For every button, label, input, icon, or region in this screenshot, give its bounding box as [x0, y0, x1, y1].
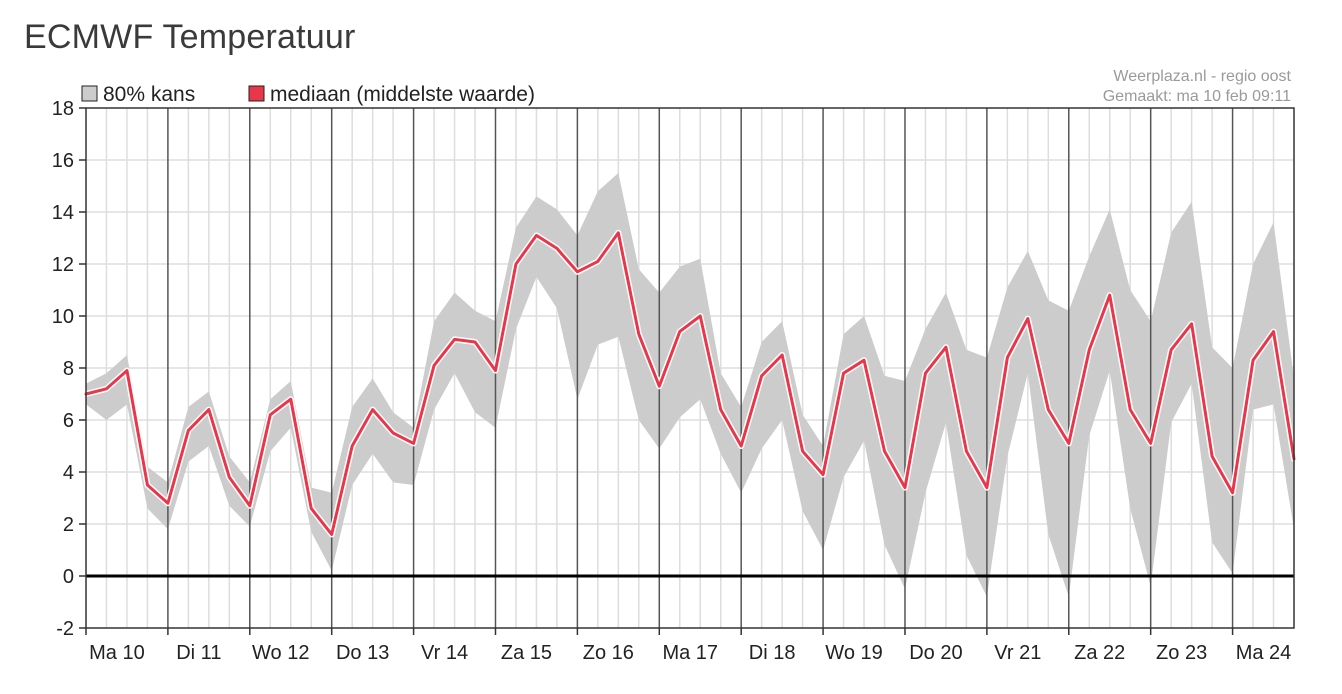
y-tick-label: 18: [52, 98, 74, 120]
legend-median-label: mediaan (middelste waarde): [270, 83, 535, 106]
legend-band-swatch: [81, 85, 98, 102]
x-tick-label: Do 20: [909, 642, 962, 664]
y-tick-label: 16: [52, 150, 74, 172]
x-tick-label: Ma 24: [1236, 642, 1292, 664]
y-tick-label: 12: [52, 254, 74, 276]
band-80-percent-layer: [86, 173, 1294, 597]
x-tick-label: Wo 12: [252, 642, 309, 664]
median-layer: [83, 229, 1297, 538]
median-line: [84, 231, 1296, 536]
page-title: ECMWF Temperatuur: [24, 18, 356, 56]
y-tick-label: 6: [63, 410, 74, 432]
y-tick-label: -2: [56, 618, 74, 640]
x-axis-ticks: Ma 10 Di 11 Wo 12 Do 13 Vr 14 Za 15 Zo 16 Ma 17…: [85, 628, 1292, 664]
y-tick-label: 4: [63, 462, 74, 484]
x-tick-label: Zo 16: [583, 642, 634, 664]
source-line-1: Weerplaza.nl - regio oost: [1113, 68, 1291, 85]
x-tick-label: Do 13: [336, 642, 389, 664]
x-tick-label: Di 18: [749, 642, 796, 664]
source-info: Weerplaza.nl - regio oost Gemaakt: ma 10…: [1103, 68, 1292, 105]
y-tick-label: 14: [52, 202, 74, 224]
legend: 80% kans mediaan (middelste waarde): [81, 83, 535, 106]
x-tick-label: Vr 21: [994, 642, 1041, 664]
x-tick-label: Vr 14: [421, 642, 468, 664]
y-tick-label: 10: [52, 306, 74, 328]
legend-median-swatch: [248, 85, 265, 102]
y-tick-label: 8: [63, 358, 74, 380]
y-tick-label: 0: [63, 566, 74, 588]
x-tick-label: Di 11: [176, 642, 221, 664]
x-tick-label: Za 22: [1074, 642, 1125, 664]
source-line-2: Gemaakt: ma 10 feb 09:11: [1103, 88, 1291, 105]
band-80-percent: [86, 173, 1294, 597]
y-tick-label: 2: [63, 514, 74, 536]
x-tick-label: Za 15: [501, 642, 552, 664]
x-tick-label: Wo 19: [825, 642, 882, 664]
x-tick-label: Ma 17: [662, 642, 718, 664]
legend-band-label: 80% kans: [103, 83, 195, 106]
x-tick-label: Zo 23: [1156, 642, 1207, 664]
y-axis-ticks: -2 0 2 4 6 8 10 12 14 16 18: [52, 98, 86, 640]
x-tick-label: Ma 10: [89, 642, 145, 664]
